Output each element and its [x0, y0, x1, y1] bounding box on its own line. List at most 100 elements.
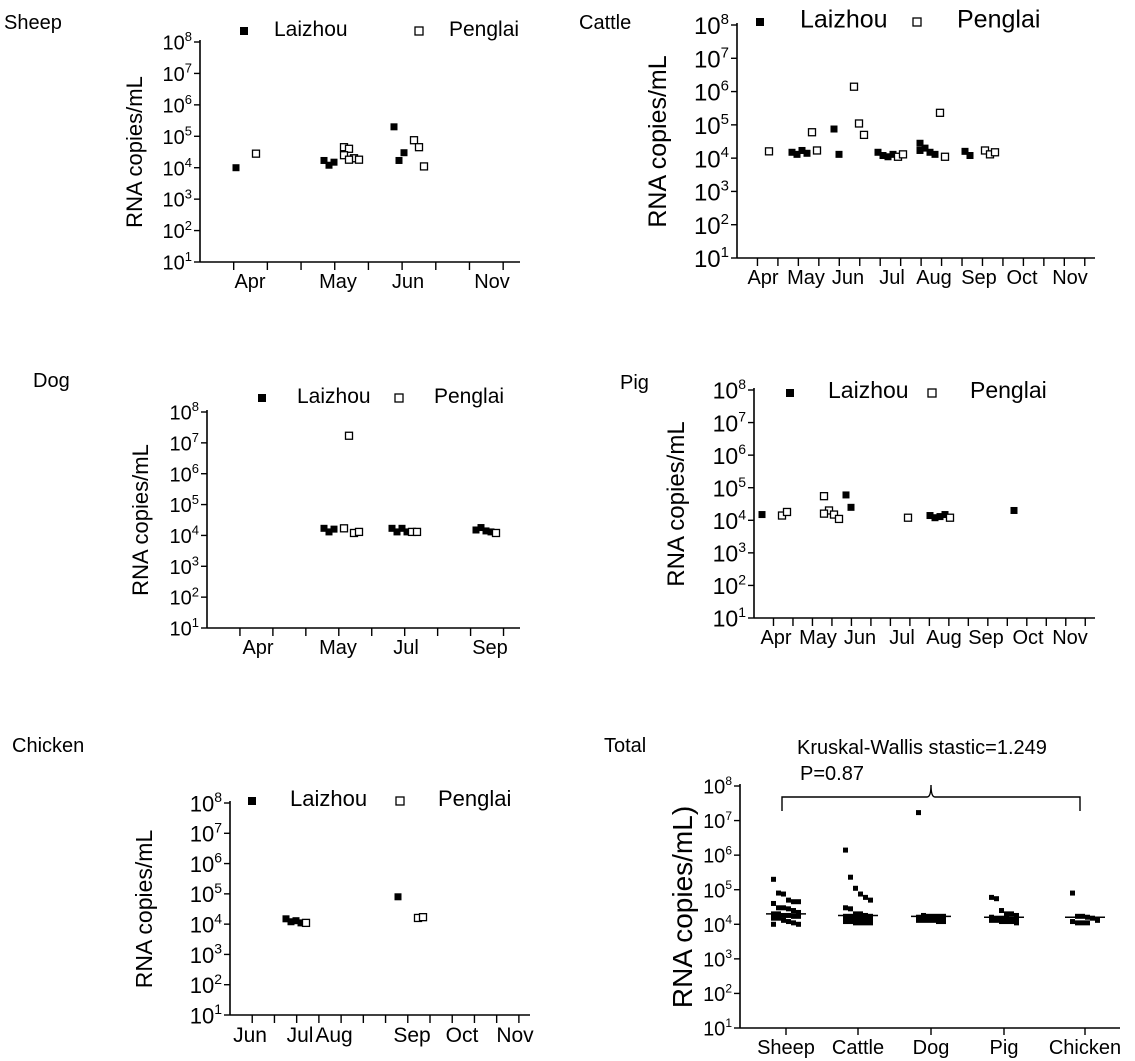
data-point-chicken [1070, 890, 1075, 896]
data-point-laizhou [793, 150, 801, 158]
data-point-laizhou [390, 123, 398, 131]
data-point-penglai [418, 913, 428, 922]
legend-marker-penglai [414, 26, 424, 36]
y-tick-label: 105 [694, 111, 729, 140]
data-point-laizhou [297, 919, 305, 927]
data-point-pig [1014, 916, 1019, 922]
data-point-laizhou [287, 918, 295, 926]
y-tick-label: 101 [713, 604, 747, 632]
data-point-pig [999, 915, 1004, 921]
legend-marker-penglai [912, 17, 922, 27]
y-tick-label: 101 [163, 249, 192, 274]
y-tick-label: 101 [694, 244, 729, 273]
y-tick-label: 101 [190, 1001, 222, 1028]
data-point-laizhou [941, 511, 949, 519]
x-tick-label: Dog [913, 1037, 950, 1059]
data-point-penglai [339, 151, 349, 160]
data-point-cattle [858, 920, 863, 926]
data-point-laizhou [926, 148, 934, 156]
panel-title-total: Total [604, 735, 647, 757]
y-tick-label: 104 [694, 144, 729, 173]
data-point-laizhou [400, 149, 408, 157]
data-point-laizhou [487, 528, 495, 536]
x-tick-label: Sep [961, 267, 997, 289]
data-point-penglai [354, 527, 364, 537]
x-tick-label: Nov [496, 1024, 534, 1047]
data-point-cattle [848, 919, 853, 925]
y-axis-label: RNA copies/mL [663, 421, 690, 586]
data-point-penglai [764, 147, 774, 156]
x-tick-label: Nov [474, 271, 510, 293]
data-point-pig [1004, 911, 1009, 917]
data-point-laizhou [803, 149, 811, 157]
data-point-laizhou [921, 144, 929, 152]
y-tick-label: 106 [163, 92, 192, 117]
data-point-dog [916, 917, 921, 923]
data-point-cattle [863, 917, 868, 923]
data-point-penglai [251, 149, 261, 158]
y-tick-label: 102 [694, 211, 729, 240]
data-point-sheep [791, 899, 796, 905]
legend-label-penglai: Penglai [438, 786, 511, 811]
data-point-penglai [903, 513, 913, 522]
data-point-penglai [301, 918, 311, 928]
x-tick-label: Apr [242, 637, 273, 659]
data-point-penglai [412, 527, 422, 537]
data-point-penglai [491, 528, 501, 538]
data-point-sheep [776, 905, 781, 911]
data-point-sheep [796, 909, 801, 915]
y-axis-label: RNA copies/mL [128, 444, 153, 596]
data-point-dog [916, 810, 921, 816]
data-point-laizhou [393, 528, 401, 536]
x-tick-label: Sep [968, 627, 1004, 649]
x-tick-label: May [319, 637, 357, 659]
data-point-laizhou [758, 511, 766, 519]
data-point-sheep [796, 913, 801, 919]
data-point-laizhou [477, 524, 485, 532]
y-axis-label: RNA copies/mL [122, 76, 147, 228]
x-tick-label: Aug [926, 627, 962, 649]
panel-title-dog: Dog [33, 370, 70, 392]
data-point-laizhou [472, 526, 480, 534]
data-point-pig [1009, 919, 1014, 925]
data-point-dog [921, 917, 926, 923]
data-point-cattle [863, 894, 868, 900]
x-tick-label: Jul [879, 267, 905, 289]
data-point-pig [999, 919, 1004, 925]
data-point-laizhou [403, 528, 411, 536]
y-tick-label: 108 [713, 376, 747, 404]
data-point-penglai [344, 155, 354, 164]
y-tick-label: 108 [163, 29, 192, 54]
data-point-cattle [853, 914, 858, 920]
legend-label-penglai: Penglai [957, 5, 1040, 33]
y-tick-label: 107 [694, 44, 729, 73]
data-point-laizhou [398, 524, 406, 532]
data-point-penglai [414, 143, 424, 152]
data-point-penglai [807, 128, 817, 137]
x-tick-label: Nov [1052, 627, 1088, 649]
data-point-penglai [819, 492, 829, 501]
y-tick-label: 105 [190, 880, 222, 907]
x-tick-label: Jun [392, 271, 424, 293]
data-point-cattle [858, 911, 863, 917]
data-point-penglai [945, 513, 955, 522]
y-tick-label: 104 [163, 155, 192, 180]
data-point-laizhou [1010, 506, 1018, 514]
x-tick-label: Aug [315, 1024, 352, 1047]
data-point-laizhou [842, 491, 850, 499]
y-tick-label: 102 [713, 572, 747, 600]
data-point-sheep [771, 900, 776, 906]
y-tick-label: 101 [703, 1016, 732, 1040]
data-point-cattle [843, 905, 848, 911]
legend-marker-laizhou [240, 27, 248, 35]
data-point-dog [916, 914, 921, 920]
statistic-label: Kruskal-Wallis stastic=1.249 [797, 737, 1047, 759]
y-tick-label: 105 [703, 878, 732, 902]
y-tick-label: 103 [703, 947, 732, 971]
panel-title-chicken: Chicken [12, 735, 85, 757]
data-point-cattle [848, 913, 853, 919]
chart-chicken: 101 102 103 104 105 106 107 108 RNA copies/mL Jun… [131, 786, 534, 1047]
data-point-sheep [781, 917, 786, 923]
y-tick-label: 108 [170, 399, 199, 424]
y-tick-label: 103 [190, 941, 222, 968]
